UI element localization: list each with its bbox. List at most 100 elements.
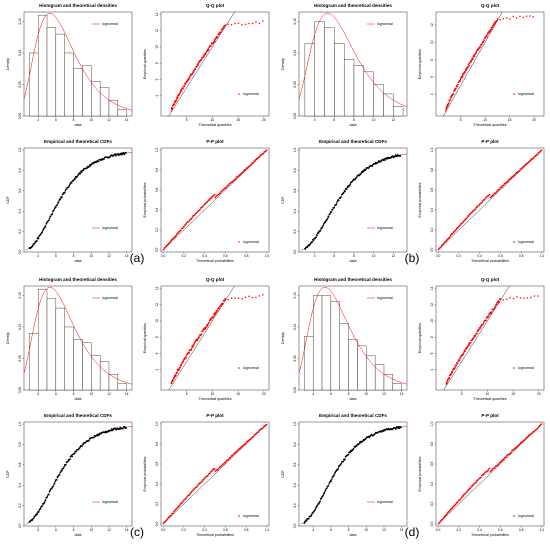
ecdf-point [321,225,324,228]
ecdf-point [110,428,113,430]
ecdf-point [318,502,320,505]
y-tick-label: 10 [155,319,159,323]
x-tick-label: 6 [330,392,332,396]
pp-point [201,480,204,482]
qq-point [516,296,518,298]
qq-point [477,330,479,332]
qq-point [200,58,203,60]
pp-point [442,517,445,520]
x-tick-label: 0.8 [244,254,249,258]
ecdf-point [322,224,324,227]
pp-point [204,476,207,479]
pp-point [443,243,445,245]
y-tick-label: 0.15 [293,292,297,299]
x-tick-label: 15 [511,392,515,396]
histogram-bar [73,68,83,117]
x-tick-label: 0.2 [457,254,462,258]
ecdf-point [315,506,318,509]
y-tick-label: 0.0 [293,250,297,255]
plot-title: Empirical and theoretical CDFs [319,413,387,418]
qq-point [522,16,525,19]
pp-point [254,160,256,162]
x-axis-label: data [350,397,357,401]
histogram-bar [82,65,92,117]
ecdf-point [328,483,330,485]
qq-plot: Q-Q plot 5 10 15 20 4 6 8 10 12 14 Theoretical quan… [418,277,545,401]
pp-point [208,199,210,201]
fit-cdf-curve [300,426,408,525]
y-axis-label: Density [6,58,10,70]
pp-point [262,427,264,429]
y-axis-label: Density [281,58,285,70]
histogram-bar [91,81,101,117]
ecdf-point [63,191,66,194]
qq-point [457,362,459,365]
x-tick-label: 14 [400,392,404,396]
y-tick-label: 0.0 [155,522,159,527]
ecdf-point [374,161,377,164]
x-tick-label: 10 [483,118,487,122]
histogram-bar [99,361,110,391]
qq-point [224,298,227,300]
ecdf-point [66,460,69,463]
ecdf-point [48,493,50,496]
plot-title: Empirical and theoretical CDFs [44,413,112,418]
legend-label: lognormal [243,92,259,96]
qq-point [465,68,468,71]
qq-point [216,309,219,311]
ecdf-point [47,220,49,223]
pp-point [229,456,232,459]
qq-point [171,107,174,110]
qq-point [493,23,496,26]
x-tick-label: 0.4 [477,254,482,258]
qq-point [188,352,190,354]
qq-point [248,295,250,298]
qq-point [509,297,511,299]
x-axis-label: Theoretical probabilities [196,259,234,263]
ecdf-point [97,434,100,436]
qq-point [463,352,465,354]
y-tick-label: 0.6 [18,188,22,193]
legend-marker [238,367,240,369]
ecdf-point [68,459,70,462]
ecdf-point [350,450,353,453]
x-tick-label: 8 [348,528,350,532]
y-tick-label: 0.0 [18,524,22,529]
reference-line [168,11,235,117]
y-tick-label: 0.4 [155,208,159,213]
ecdf-point [63,465,66,468]
ecdf-point [365,168,367,171]
x-tick-label: 12 [382,392,386,396]
ecdf-point [35,514,38,516]
ecdf-point [110,429,112,432]
pp-point [180,229,182,231]
y-tick-label: 12 [430,23,434,27]
reference-line [443,11,503,117]
pp-point [172,512,174,514]
ecdf-point [330,211,333,213]
y-tick-label: 0.4 [18,209,22,214]
histogram-bar [29,333,39,391]
x-tick-label: 4 [312,392,314,396]
plot-title: Histogram and theoretical densities [39,277,117,282]
x-tick-label: 1.0 [540,254,545,258]
pp-point [449,235,451,238]
ecdf-point [348,184,351,187]
ecdf-point [81,445,83,447]
ecdf-point [387,428,389,431]
pp-point [164,246,166,249]
ecdf-point [41,231,44,233]
y-tick-label: 0.4 [293,483,297,488]
ecdf-point [394,155,396,158]
legend-marker [513,241,515,243]
y-tick-label: 1.0 [293,148,297,153]
plot-title: Empirical and theoretical CDFs [44,139,112,144]
y-tick-label: 0.8 [293,442,297,447]
histogram-bar [324,27,335,117]
ecdf-point [125,151,127,154]
histogram-bar [363,71,374,117]
x-tick-label: 5 [186,392,188,396]
x-tick-label: 12 [391,118,395,122]
x-tick-label: 1.0 [265,528,270,532]
